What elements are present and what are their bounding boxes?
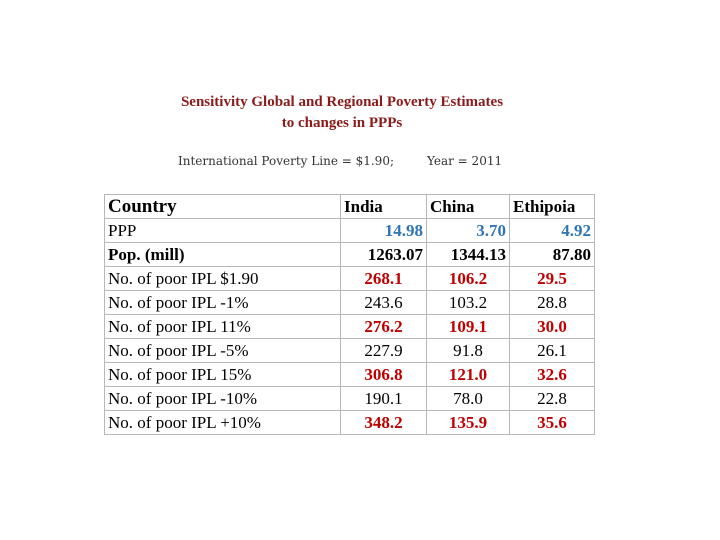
- cell-india: 1263.07: [340, 242, 427, 267]
- table-row: No. of poor IPL $1.90 268.1 106.2 29.5: [104, 266, 595, 291]
- title-line-1: Sensitivity Global and Regional Poverty …: [180, 94, 504, 110]
- title-line-2: to changes in PPPs: [281, 115, 403, 131]
- row-label: No. of poor IPL -10%: [104, 386, 341, 411]
- cell-india: 14.98: [340, 218, 427, 243]
- cell-ethiopia: 35.6: [509, 410, 595, 435]
- cell-india: 227.9: [340, 338, 427, 363]
- row-label: No. of poor IPL $1.90: [104, 266, 341, 291]
- header-china: China: [426, 194, 510, 219]
- cell-china: 121.0: [426, 362, 510, 387]
- table-row: No. of poor IPL -5% 227.9 91.8 26.1: [104, 338, 595, 363]
- cell-ethiopia: 32.6: [509, 362, 595, 387]
- row-label: No. of poor IPL 11%: [104, 314, 341, 339]
- table-row: No. of poor IPL -1% 243.6 103.2 28.8: [104, 290, 595, 315]
- cell-china: 106.2: [426, 266, 510, 291]
- cell-ethiopia: 26.1: [509, 338, 595, 363]
- cell-india: 306.8: [340, 362, 427, 387]
- cell-ethiopia: 4.92: [509, 218, 595, 243]
- table-row: No. of poor IPL 11% 276.2 109.1 30.0: [104, 314, 595, 339]
- table-row: No. of poor IPL +10% 348.2 135.9 35.6: [104, 410, 595, 435]
- row-label: Pop. (mill): [104, 242, 341, 267]
- cell-china: 135.9: [426, 410, 510, 435]
- row-label: No. of poor IPL +10%: [104, 410, 341, 435]
- cell-india: 190.1: [340, 386, 427, 411]
- table-row-population: Pop. (mill) 1263.07 1344.13 87.80: [104, 242, 595, 267]
- page-title: Sensitivity Global and Regional Poverty …: [0, 92, 684, 134]
- cell-china: 1344.13: [426, 242, 510, 267]
- year-label: Year = 2011: [427, 154, 503, 168]
- row-label: PPP: [104, 218, 341, 243]
- table-row-ppp: PPP 14.98 3.70 4.92: [104, 218, 595, 243]
- table-row: No. of poor IPL -10% 190.1 78.0 22.8: [104, 386, 595, 411]
- cell-india: 348.2: [340, 410, 427, 435]
- row-label: No. of poor IPL -1%: [104, 290, 341, 315]
- header-india: India: [340, 194, 427, 219]
- cell-ethiopia: 22.8: [509, 386, 595, 411]
- header-ethiopia: Ethipoia: [509, 194, 595, 219]
- cell-china: 3.70: [426, 218, 510, 243]
- cell-india: 276.2: [340, 314, 427, 339]
- cell-ethiopia: 87.80: [509, 242, 595, 267]
- poverty-line-label: International Poverty Line = $1.90;: [178, 154, 394, 168]
- cell-india: 243.6: [340, 290, 427, 315]
- header-country: Country: [104, 194, 341, 219]
- table-row: No. of poor IPL 15% 306.8 121.0 32.6: [104, 362, 595, 387]
- cell-ethiopia: 30.0: [509, 314, 595, 339]
- row-label: No. of poor IPL -5%: [104, 338, 341, 363]
- cell-china: 78.0: [426, 386, 510, 411]
- table-header-row: Country India China Ethipoia: [104, 194, 595, 219]
- cell-india: 268.1: [340, 266, 427, 291]
- row-label: No. of poor IPL 15%: [104, 362, 341, 387]
- cell-china: 109.1: [426, 314, 510, 339]
- poverty-table: Country India China Ethipoia PPP 14.98 3…: [104, 194, 595, 435]
- cell-ethiopia: 28.8: [509, 290, 595, 315]
- cell-china: 91.8: [426, 338, 510, 363]
- cell-china: 103.2: [426, 290, 510, 315]
- cell-ethiopia: 29.5: [509, 266, 595, 291]
